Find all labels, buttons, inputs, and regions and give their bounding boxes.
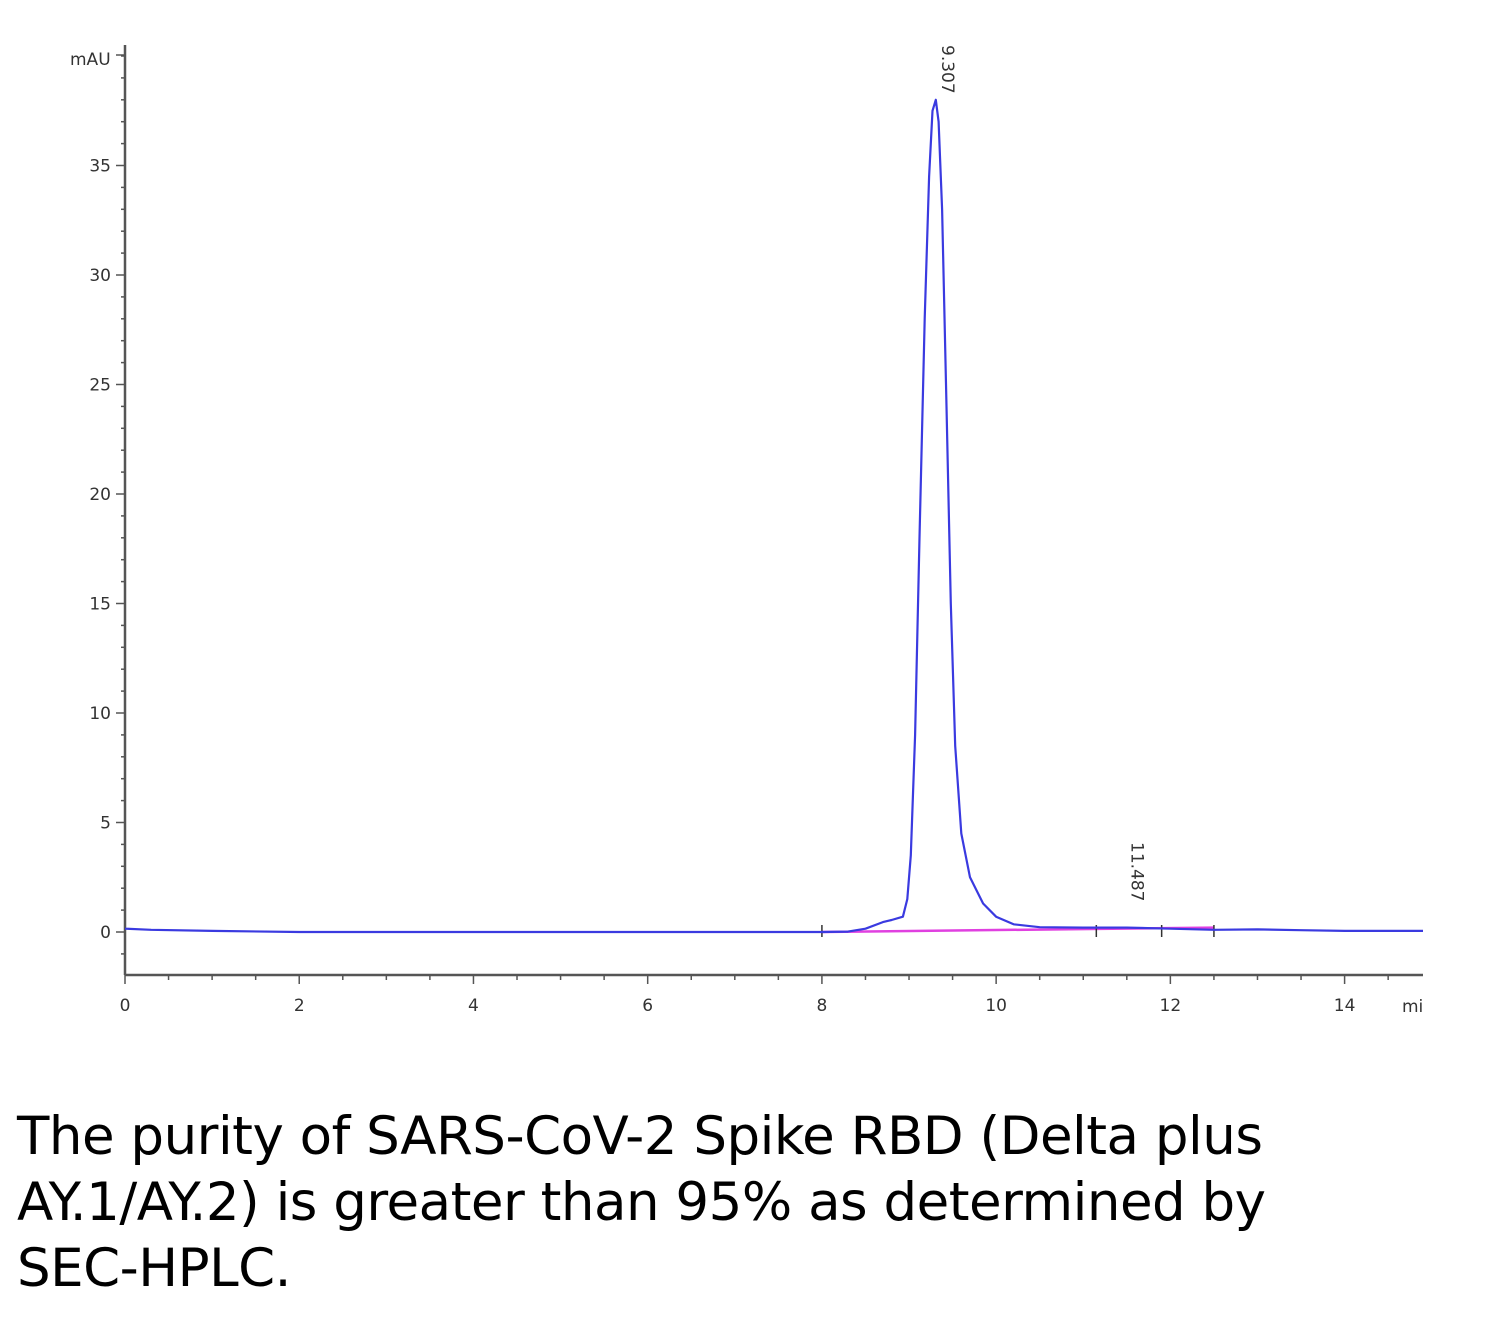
y-tick-label: 35 bbox=[89, 157, 111, 177]
y-tick-label: 10 bbox=[89, 704, 111, 724]
x-axis-unit-label: mi bbox=[1402, 997, 1423, 1017]
x-tick-label: 8 bbox=[816, 996, 827, 1016]
y-tick-label: 25 bbox=[89, 376, 111, 396]
trace-layer bbox=[124, 98, 1423, 934]
x-tick-label: 2 bbox=[294, 996, 305, 1016]
x-tick-label: 6 bbox=[642, 996, 653, 1016]
baseline-layer bbox=[821, 925, 1215, 937]
y-tick-label: 15 bbox=[89, 595, 111, 615]
y-axis-unit-label: mAU bbox=[70, 50, 111, 70]
x-tick-label: 14 bbox=[1334, 996, 1356, 1016]
y-tick-label: 0 bbox=[100, 923, 111, 943]
chromatogram-trace bbox=[124, 98, 1423, 934]
y-tick-label: 5 bbox=[100, 814, 111, 834]
x-tick-label: 12 bbox=[1160, 996, 1182, 1016]
peak-annotations: 9.307 11.487 bbox=[937, 45, 1147, 901]
chromatogram-chart: 0 5 10 15 20 25 30 35 0 2 4 6 8 10 12 14 9.307 11.487 mA… bbox=[70, 45, 1423, 1017]
y-tick-label: 20 bbox=[89, 485, 111, 505]
peak-retention-label: 11.487 bbox=[1127, 842, 1147, 901]
caption-text: The purity of SARS-CoV-2 Spike RBD (Delt… bbox=[17, 1106, 1266, 1299]
chart-axes: 0 5 10 15 20 25 30 35 0 2 4 6 8 10 12 14 bbox=[89, 45, 1423, 1016]
y-tick-label: 30 bbox=[89, 266, 111, 286]
x-tick-label: 0 bbox=[120, 996, 131, 1016]
x-tick-label: 4 bbox=[468, 996, 479, 1016]
x-tick-label: 10 bbox=[985, 996, 1007, 1016]
peak-retention-label: 9.307 bbox=[937, 45, 957, 94]
